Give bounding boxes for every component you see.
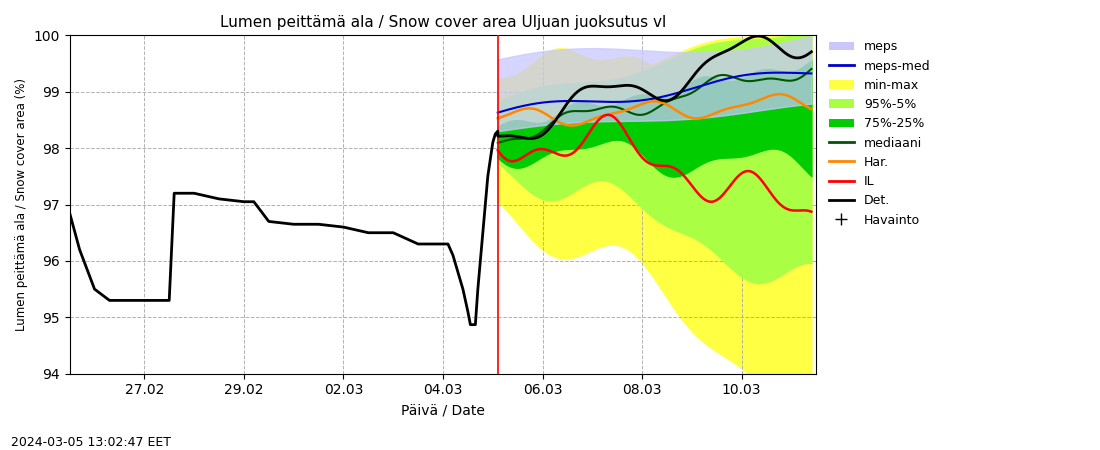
- X-axis label: Päivä / Date: Päivä / Date: [402, 403, 485, 417]
- Title: Lumen peittämä ala / Snow cover area Uljuan juoksutus vl: Lumen peittämä ala / Snow cover area Ulj…: [220, 15, 667, 30]
- Text: 2024-03-05 13:02:47 EET: 2024-03-05 13:02:47 EET: [11, 436, 170, 449]
- Y-axis label: Lumen peittämä ala / Snow cover area (%): Lumen peittämä ala / Snow cover area (%): [15, 78, 28, 331]
- Legend: meps, meps-med, min-max, 95%-5%, 75%-25%, mediaani, Har., IL, Det., Havainto: meps, meps-med, min-max, 95%-5%, 75%-25%…: [824, 36, 935, 232]
